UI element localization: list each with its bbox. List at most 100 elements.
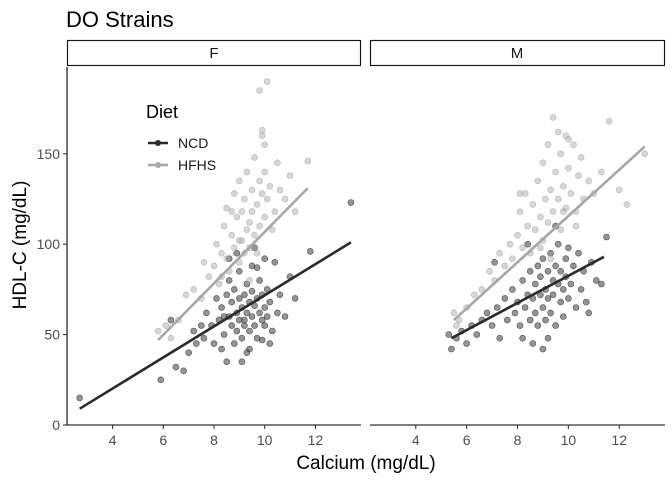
- data-point-ncd-f-10: [203, 309, 210, 317]
- data-point-hfhs-f-27: [243, 226, 251, 233]
- data-point-ncd-f-16: [218, 345, 225, 353]
- data-point-ncd-m-18: [519, 277, 526, 284]
- data-point-hfhs-f-57: [236, 237, 243, 244]
- legend-key-hfhs-dot: [155, 162, 161, 168]
- data-point-hfhs-m-55: [572, 222, 580, 230]
- data-point-ncd-m-12: [501, 295, 509, 302]
- data-point-ncd-f-54: [263, 313, 271, 320]
- x-tick-label-f-4: 4: [109, 432, 117, 448]
- data-point-ncd-f-72: [261, 255, 269, 263]
- data-point-ncd-f-25: [231, 286, 238, 293]
- data-point-hfhs-f-52: [286, 172, 294, 179]
- data-point-hfhs-m-8: [501, 262, 509, 270]
- data-point-hfhs-f-38: [256, 222, 263, 230]
- data-point-hfhs-m-50: [554, 128, 562, 136]
- data-point-hfhs-f-2: [167, 334, 175, 342]
- data-point-hfhs-m-23: [542, 195, 549, 203]
- data-point-hfhs-f-11: [215, 280, 223, 288]
- data-point-ncd-f-0: [76, 394, 83, 402]
- data-point-hfhs-m-31: [557, 150, 565, 158]
- data-point-hfhs-m-38: [570, 141, 577, 148]
- y-tick-label-50: 50: [44, 327, 60, 343]
- data-point-hfhs-f-41: [261, 213, 269, 221]
- data-point-ncd-f-4: [180, 367, 187, 375]
- data-point-ncd-m-37: [547, 309, 554, 317]
- legend-key-ncd-dot: [155, 140, 161, 146]
- data-point-ncd-f-27: [233, 327, 241, 335]
- data-point-hfhs-f-58: [228, 208, 235, 215]
- x-tick-label-m-8: 8: [514, 432, 522, 448]
- data-point-hfhs-m-14: [521, 190, 529, 197]
- data-point-hfhs-f-17: [228, 231, 235, 239]
- data-point-hfhs-m-37: [567, 190, 575, 197]
- data-point-ncd-f-40: [248, 287, 256, 295]
- data-point-ncd-f-51: [261, 304, 269, 311]
- data-point-hfhs-m-51: [565, 136, 572, 143]
- data-point-ncd-m-14: [509, 286, 516, 293]
- data-point-hfhs-m-34: [562, 132, 570, 139]
- data-point-ncd-f-68: [266, 340, 274, 347]
- data-point-hfhs-f-14: [223, 255, 230, 263]
- data-point-hfhs-m-24: [544, 219, 552, 226]
- x-tick-label-m-12: 12: [611, 432, 627, 448]
- y-axis-title: HDL-C (mg/dL): [10, 181, 31, 310]
- fit-line-ncd-f: [79, 241, 352, 410]
- data-point-ncd-m-52: [567, 280, 575, 288]
- x-tick-label-f-12: 12: [308, 432, 324, 448]
- data-point-ncd-f-73: [225, 255, 233, 263]
- data-point-ncd-m-67: [585, 309, 593, 317]
- data-point-ncd-m-24: [531, 309, 539, 317]
- data-point-hfhs-m-57: [559, 208, 567, 215]
- data-point-hfhs-f-56: [261, 141, 269, 148]
- data-point-hfhs-f-44: [256, 87, 263, 94]
- data-point-ncd-f-5: [185, 349, 192, 357]
- data-point-hfhs-m-3: [470, 291, 478, 299]
- data-point-hfhs-f-20: [233, 213, 241, 221]
- data-point-ncd-m-39: [549, 291, 557, 299]
- data-point-hfhs-f-1: [162, 322, 170, 329]
- data-point-ncd-f-59: [276, 291, 284, 299]
- x-tick-label-m-6: 6: [463, 432, 471, 448]
- data-point-ncd-m-19: [521, 304, 529, 311]
- data-point-hfhs-m-53: [547, 255, 554, 263]
- data-point-ncd-m-53: [570, 262, 577, 270]
- data-point-hfhs-f-23: [238, 237, 246, 244]
- data-point-ncd-m-55: [575, 249, 582, 257]
- data-point-ncd-f-56: [268, 327, 276, 335]
- data-point-ncd-m-51: [565, 244, 572, 252]
- data-point-hfhs-f-59: [246, 277, 253, 284]
- data-point-hfhs-m-20: [537, 213, 544, 221]
- data-point-ncd-m-60: [592, 277, 600, 284]
- fit-line-hfhs-m: [453, 145, 646, 322]
- data-point-ncd-m-17: [516, 322, 524, 329]
- panel-f: [76, 78, 355, 410]
- data-point-ncd-f-9: [200, 334, 208, 342]
- data-point-hfhs-m-48: [623, 201, 631, 208]
- data-point-ncd-m-69: [524, 240, 532, 248]
- data-point-ncd-f-18: [223, 291, 230, 299]
- data-point-ncd-m-9: [488, 322, 496, 329]
- strip-label-m: M: [511, 45, 524, 62]
- data-point-ncd-m-44: [557, 298, 565, 306]
- x-tick-label-f-8: 8: [210, 432, 218, 448]
- legend-label-hfhs: HFHS: [178, 157, 216, 173]
- data-point-hfhs-m-43: [585, 177, 593, 185]
- data-point-ncd-m-15: [511, 309, 519, 317]
- data-point-ncd-m-13: [503, 316, 511, 324]
- data-point-ncd-f-21: [225, 277, 233, 284]
- data-point-hfhs-f-26: [241, 195, 248, 203]
- data-point-ncd-m-10: [493, 304, 501, 311]
- data-point-ncd-m-54: [572, 304, 580, 311]
- data-point-ncd-f-12: [210, 340, 218, 347]
- data-point-ncd-f-74: [241, 316, 248, 324]
- data-point-hfhs-f-42: [261, 168, 269, 176]
- data-point-hfhs-m-47: [615, 186, 623, 194]
- data-point-ncd-m-62: [529, 340, 537, 347]
- panel-m: [445, 114, 649, 353]
- data-point-ncd-f-63: [306, 248, 314, 255]
- data-point-hfhs-m-17: [529, 201, 537, 208]
- x-axis-title: Calcium (mg/dL): [296, 453, 435, 474]
- data-point-ncd-f-15: [218, 304, 225, 311]
- data-point-ncd-m-11: [496, 334, 504, 342]
